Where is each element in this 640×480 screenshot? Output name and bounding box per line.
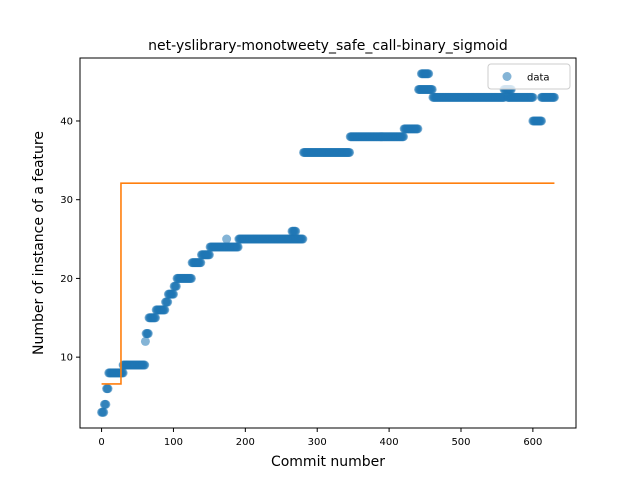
x-tick-label: 0: [98, 437, 104, 448]
y-axis: 10 20 30 40: [60, 116, 80, 364]
data-point: [99, 407, 109, 417]
legend: data: [487, 63, 571, 90]
chart-title: net-yslibrary-monotweety_safe_call-binar…: [148, 38, 508, 54]
data-point: [163, 297, 173, 307]
axes-frame: [79, 57, 577, 429]
data-point: [186, 273, 196, 283]
x-axis-label: Commit number: [271, 454, 385, 470]
y-tick-label: 30: [60, 195, 73, 206]
data-point: [140, 336, 150, 346]
data-point: [345, 147, 355, 157]
legend-box: [487, 63, 571, 90]
y-tick-label: 40: [60, 116, 73, 127]
data-point: [140, 360, 150, 370]
data-point: [204, 250, 214, 260]
data-point: [424, 69, 434, 79]
data-point: [549, 92, 559, 102]
data-point: [427, 84, 437, 94]
data-point: [528, 92, 538, 102]
y-axis-label: Number of instance of a feature: [31, 131, 47, 355]
data-point: [150, 313, 160, 323]
data-point: [160, 305, 170, 315]
data-point: [171, 281, 181, 291]
data-point: [233, 242, 243, 252]
x-tick-label: 200: [236, 437, 255, 448]
data-point: [398, 132, 408, 142]
data-point: [103, 384, 113, 394]
y-tick-label: 20: [60, 274, 73, 285]
plot-marks: [97, 69, 559, 417]
x-axis: 0 100 200 300 400 500 600: [98, 428, 542, 448]
data-point: [168, 289, 178, 299]
data-point: [101, 399, 111, 409]
data-point: [196, 258, 206, 268]
fit-line: [101, 182, 555, 385]
data-point: [143, 329, 153, 339]
y-tick-label: 10: [60, 353, 73, 364]
data-point: [118, 368, 128, 378]
legend-label-data: data: [527, 73, 550, 84]
x-tick-label: 100: [164, 437, 183, 448]
x-tick-label: 600: [523, 437, 542, 448]
legend-marker-data: [502, 72, 512, 81]
data-point: [537, 116, 546, 126]
x-tick-label: 500: [451, 437, 470, 448]
data-point: [413, 124, 423, 134]
data-point: [298, 234, 308, 244]
data-point: [291, 226, 301, 236]
data-point: [222, 234, 232, 244]
x-tick-label: 300: [308, 437, 327, 448]
x-tick-label: 400: [380, 437, 399, 448]
